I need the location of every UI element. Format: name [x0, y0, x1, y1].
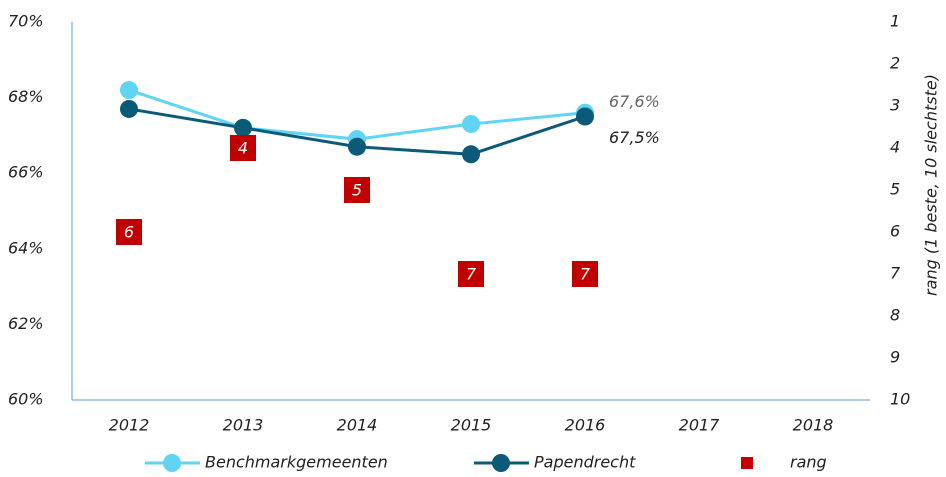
y2-tick-label: 4 [890, 138, 900, 157]
legend-label: Papendrecht [534, 453, 636, 472]
x-tick-label: 2015 [451, 416, 492, 435]
y2-tick-label: 1 [890, 12, 900, 31]
y-tick-label: 68% [8, 87, 44, 106]
y2-tick-label: 2 [890, 54, 900, 73]
y2-tick-label: 8 [890, 306, 900, 325]
rank-marker [458, 261, 484, 287]
point [462, 145, 480, 164]
x-tick-label: 2014 [337, 416, 378, 435]
x-tick-label: 2018 [793, 416, 834, 435]
legend-label: Benchmarkgemeenten [205, 453, 388, 472]
rank-marker [344, 177, 370, 203]
x-tick-label: 2013 [223, 416, 264, 435]
rank-label: 5 [352, 181, 362, 200]
y-tick-label: 60% [8, 390, 44, 409]
point [462, 115, 480, 134]
rank-marker [230, 135, 256, 161]
point [348, 137, 366, 156]
point [576, 107, 594, 126]
point [234, 118, 252, 137]
point [120, 81, 138, 100]
legend-label: rang [790, 453, 827, 472]
y-tick-label: 66% [8, 163, 44, 182]
y2-axis-label: rang (1 beste, 10 slechtste) [922, 74, 941, 296]
x-tick-label: 2017 [679, 416, 721, 435]
x-tick-label: 2012 [109, 416, 150, 435]
y2-tick-label: 7 [890, 264, 901, 283]
legend-marker [163, 454, 181, 472]
rank-label: 7 [580, 265, 591, 284]
y-tick-label: 64% [8, 238, 44, 257]
rank-label: 7 [466, 265, 477, 284]
y2-tick-label: 3 [890, 96, 900, 115]
data-label: 67,5% [609, 128, 660, 147]
x-tick-label: 2016 [565, 416, 606, 435]
y2-tick-label: 5 [890, 180, 900, 199]
y-tick-label: 70% [8, 12, 44, 31]
rank-marker [572, 261, 598, 287]
rank-label: 6 [124, 223, 134, 242]
data-label: 67,6% [609, 92, 660, 111]
rank-marker [116, 219, 142, 245]
y2-tick-label: 9 [890, 348, 900, 367]
y2-tick-label: 10 [890, 390, 910, 409]
point [120, 99, 138, 118]
legend-marker [741, 457, 753, 469]
rank-label: 4 [238, 139, 248, 158]
y2-tick-label: 6 [890, 222, 900, 241]
legend-marker [492, 454, 510, 472]
y-tick-label: 62% [8, 314, 44, 333]
